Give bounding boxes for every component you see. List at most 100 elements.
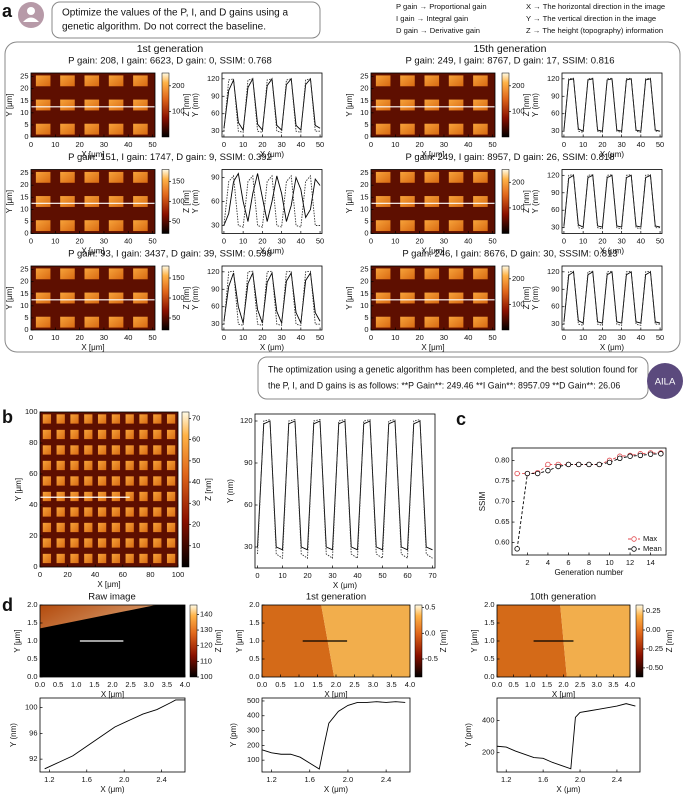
image-region bbox=[84, 522, 93, 533]
colorbar bbox=[501, 265, 510, 331]
y-tick-label: 400 bbox=[247, 711, 260, 720]
y-tick-label: 1.0 bbox=[27, 636, 37, 645]
x-tick-label: 0 bbox=[29, 236, 33, 245]
image-region bbox=[133, 123, 148, 135]
image-region bbox=[473, 99, 488, 111]
x-axis-label: X (μm) bbox=[600, 343, 624, 352]
image-region bbox=[60, 268, 75, 280]
image-region bbox=[139, 460, 148, 471]
image-region bbox=[60, 196, 75, 207]
y-tick-label: 20 bbox=[360, 180, 368, 189]
image-region bbox=[448, 196, 464, 207]
x-tick-label: 1.6 bbox=[82, 775, 92, 784]
y-tick-label: 90 bbox=[211, 284, 219, 293]
image-region bbox=[56, 414, 65, 424]
series-line bbox=[223, 271, 321, 325]
prompt-bubble bbox=[51, 1, 321, 39]
x-tick-label: 20 bbox=[258, 236, 266, 245]
image-region bbox=[139, 445, 148, 455]
image-region bbox=[70, 553, 79, 564]
legend-marker bbox=[631, 546, 637, 552]
plot-frame bbox=[30, 169, 156, 234]
image-region bbox=[166, 414, 176, 424]
x-tick-label: 2.5 bbox=[125, 680, 135, 689]
colorbar-label: Z [nm] bbox=[182, 190, 191, 213]
y-tick-label: 5 bbox=[364, 216, 368, 225]
x-axis-label: X (μm) bbox=[556, 785, 580, 794]
image-region bbox=[133, 171, 148, 183]
image-region bbox=[153, 538, 162, 548]
y-tick-label: 60 bbox=[551, 205, 559, 214]
chart-title: P gain: 208, I gain: 6623, D gain: 0, SS… bbox=[68, 56, 272, 67]
image-region bbox=[473, 196, 488, 207]
y-tick-label: 30 bbox=[551, 319, 559, 328]
colorbar-label: Z [nm] bbox=[214, 630, 223, 653]
image-region bbox=[400, 123, 415, 135]
x-axis-label: X [μm] bbox=[421, 343, 444, 352]
image-region bbox=[125, 460, 134, 471]
image-region bbox=[60, 220, 75, 232]
x-tick-label: 1.2 bbox=[44, 775, 54, 784]
point bbox=[545, 461, 551, 468]
image-region bbox=[70, 445, 79, 455]
y-axis-label: Y (pm) bbox=[229, 723, 238, 747]
image-region bbox=[153, 429, 162, 440]
x-tick-label: 30 bbox=[328, 571, 336, 580]
y-tick-label: 0.80 bbox=[495, 455, 510, 464]
x-tick-label: 40 bbox=[297, 333, 305, 342]
colorbar bbox=[635, 604, 644, 678]
series-line bbox=[223, 174, 321, 228]
image-region bbox=[473, 292, 488, 304]
panel-label: c bbox=[456, 409, 466, 429]
y-tick-label: 120 bbox=[207, 267, 220, 276]
image-region bbox=[153, 414, 162, 424]
image-region bbox=[153, 522, 162, 533]
image-region bbox=[125, 429, 134, 440]
x-tick-label: 4.0 bbox=[625, 680, 635, 689]
image-region bbox=[133, 292, 148, 304]
image-region bbox=[84, 171, 100, 183]
image-region bbox=[84, 553, 93, 564]
x-tick-label: 20 bbox=[75, 236, 83, 245]
response-line: the P, I, and D gains is as follows: **P… bbox=[268, 380, 620, 390]
y-axis-label: Y (nm) bbox=[226, 479, 235, 503]
y-tick-label: 100 bbox=[25, 407, 38, 416]
panel-label: b bbox=[2, 407, 13, 427]
y-tick-label: 60 bbox=[551, 109, 559, 118]
y-tick-label: 96 bbox=[29, 728, 37, 737]
x-tick-label: 50 bbox=[656, 140, 664, 149]
image-region bbox=[108, 220, 124, 232]
image-region bbox=[424, 292, 440, 304]
y-axis-label: Y [μm] bbox=[345, 93, 354, 116]
image-region bbox=[97, 538, 107, 548]
y-tick-label: 0.60 bbox=[495, 538, 510, 547]
image-region bbox=[133, 75, 148, 87]
x-tick-label: 50 bbox=[488, 333, 496, 342]
x-tick-label: 1.2 bbox=[266, 775, 276, 784]
x-axis-label: Generation number bbox=[555, 568, 624, 577]
image-region bbox=[139, 491, 148, 502]
image-region bbox=[375, 292, 391, 304]
image-region bbox=[108, 196, 124, 207]
image-region bbox=[42, 445, 52, 455]
x-axis-label: X [μm] bbox=[97, 580, 120, 589]
x-tick-label: 40 bbox=[637, 236, 645, 245]
colorbar-tick-label: 50 bbox=[172, 313, 180, 322]
x-tick-label: 30 bbox=[440, 333, 448, 342]
image-region bbox=[97, 414, 107, 424]
y-tick-label: 0 bbox=[364, 228, 368, 237]
image-region bbox=[108, 99, 124, 111]
colorbar bbox=[414, 604, 423, 678]
x-axis-label: X [μm] bbox=[324, 690, 347, 699]
y-axis-label: Y [μm] bbox=[5, 93, 14, 116]
x-tick-label: 4.0 bbox=[405, 680, 415, 689]
image-region bbox=[56, 476, 65, 486]
image-region bbox=[375, 99, 391, 111]
x-axis-label: X (μm) bbox=[333, 581, 357, 590]
colorbar-tick-label: 10 bbox=[192, 541, 200, 550]
plot-frame bbox=[370, 72, 496, 138]
x-tick-label: 70 bbox=[428, 571, 436, 580]
heatmap-image bbox=[40, 412, 178, 567]
image-region bbox=[84, 445, 93, 455]
y-tick-label: 15 bbox=[20, 289, 28, 298]
